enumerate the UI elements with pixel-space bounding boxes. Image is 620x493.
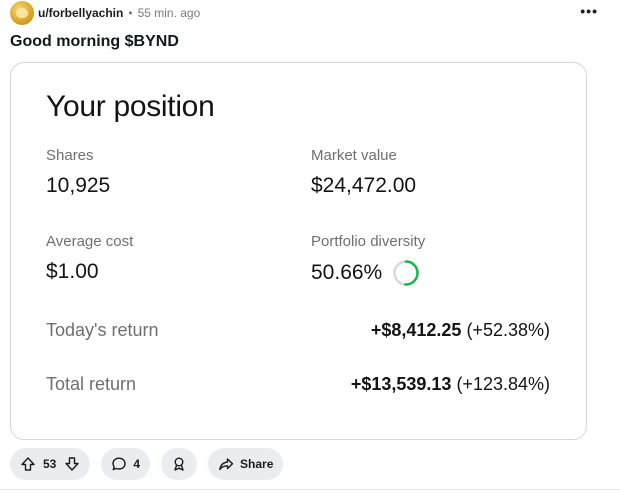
post-header: u/forbellyachin • 55 min. ago — [10, 0, 610, 26]
downvote-arrow-icon[interactable] — [64, 456, 80, 472]
todays-return-value: +$8,412.25 (+52.38%) — [371, 320, 550, 341]
more-options-button[interactable]: ••• — [580, 3, 598, 19]
comments-button[interactable]: 4 — [101, 448, 151, 480]
portfolio-diversity-value: 50.66% — [311, 261, 383, 284]
post-action-bar: 53 4 Share — [10, 448, 294, 480]
market-value-value: $24,472.00 — [311, 174, 417, 197]
vote-count: 53 — [43, 457, 57, 471]
share-arrow-icon — [219, 458, 234, 471]
position-card: Your position Shares 10,925 Market value… — [10, 62, 587, 440]
todays-return-percent: (+52.38%) — [466, 320, 550, 340]
award-button[interactable] — [161, 448, 198, 480]
upvote-arrow-icon[interactable] — [20, 456, 36, 472]
todays-return-amount: +$8,412.25 — [370, 320, 462, 340]
award-ribbon-icon — [174, 457, 184, 471]
user-avatar[interactable] — [10, 1, 34, 25]
comment-count: 4 — [133, 457, 141, 471]
total-return-value: +$13,539.13 (+123.84%) — [351, 374, 550, 395]
average-cost-value: $1.00 — [46, 260, 99, 283]
total-return-percent: (+123.84%) — [456, 374, 550, 394]
shares-label: Shares — [46, 147, 94, 164]
total-return-label: Total return — [46, 374, 137, 394]
shares-value: 10,925 — [46, 174, 111, 197]
portfolio-diversity-row: 50.66% — [311, 259, 420, 287]
diversity-ring-icon — [393, 260, 419, 286]
post-title[interactable]: Good morning $BYND — [10, 33, 179, 50]
share-button[interactable]: Share — [208, 448, 284, 480]
portfolio-diversity-label: Portfolio diversity — [311, 233, 426, 250]
market-value-label: Market value — [311, 147, 397, 164]
comment-bubble-icon — [112, 457, 127, 471]
share-label: Share — [240, 457, 274, 471]
avatar-face — [16, 8, 28, 18]
diversity-ring-progress — [393, 260, 419, 286]
vote-pill: 53 — [10, 448, 91, 480]
bottom-divider — [0, 489, 620, 490]
average-cost-label: Average cost — [46, 233, 134, 250]
meta-separator: • — [128, 6, 133, 20]
username-link[interactable]: u/forbellyachin — [38, 6, 124, 20]
total-return-amount: +$13,539.13 — [350, 374, 452, 394]
todays-return-label: Today's return — [46, 320, 159, 340]
post-timestamp: 55 min. ago — [137, 6, 201, 20]
position-card-title: Your position — [46, 90, 215, 123]
